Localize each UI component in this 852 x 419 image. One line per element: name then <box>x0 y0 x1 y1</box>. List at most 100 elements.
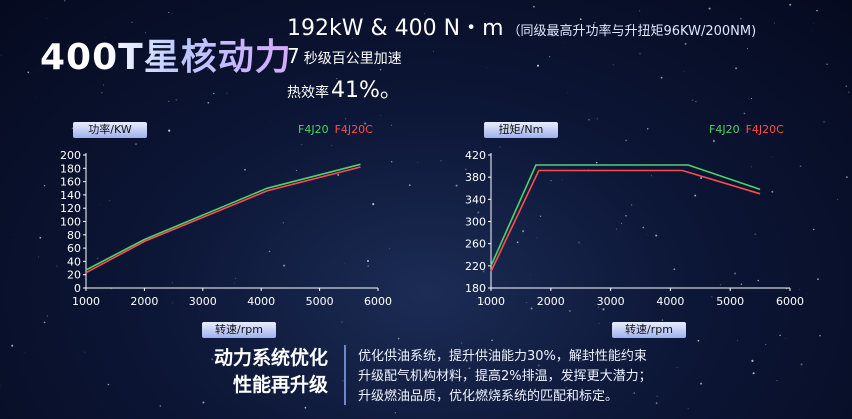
star <box>712 138 714 140</box>
headline: 400T星核动力 <box>40 28 292 80</box>
power-legend-f4j20c: F4J20C <box>334 123 373 136</box>
star <box>633 392 635 394</box>
star <box>813 23 814 24</box>
power-x-tick-label: 1000 <box>72 295 100 308</box>
star <box>144 32 146 34</box>
star <box>211 358 214 361</box>
star <box>75 172 76 173</box>
star <box>625 139 627 142</box>
star <box>172 302 174 304</box>
star <box>735 67 738 70</box>
star <box>771 156 773 158</box>
star <box>826 63 828 65</box>
torque-series-f4j20c-line <box>490 169 761 272</box>
star <box>655 234 658 237</box>
star <box>630 204 633 206</box>
star <box>108 199 111 202</box>
star <box>812 228 815 231</box>
power-y-tick-label: 0 <box>74 282 81 295</box>
star <box>522 230 525 233</box>
star <box>482 301 485 304</box>
star <box>102 84 105 86</box>
star <box>776 380 778 382</box>
star <box>597 306 600 309</box>
star <box>341 321 343 323</box>
star <box>77 265 79 267</box>
star <box>68 45 69 46</box>
star <box>620 222 622 224</box>
star <box>235 277 237 279</box>
power-chart-legend: F4J20 F4J20C <box>298 123 373 136</box>
torque-x-tick-label: 4000 <box>656 295 684 308</box>
star <box>107 383 110 386</box>
star <box>380 115 381 116</box>
star <box>739 17 742 20</box>
star <box>740 283 742 285</box>
star <box>700 177 703 179</box>
power-x-tick-label: 5000 <box>306 295 334 308</box>
star <box>588 118 590 121</box>
star <box>283 264 286 267</box>
star <box>35 96 37 98</box>
star <box>244 168 246 171</box>
star <box>477 212 479 214</box>
star <box>465 359 468 362</box>
bottom-title: 动力系统优化 性能再升级 <box>178 345 328 399</box>
star <box>719 284 722 286</box>
star <box>618 379 621 382</box>
power-y-tick-label: 120 <box>60 202 81 215</box>
star <box>550 180 552 182</box>
star <box>754 233 755 235</box>
star <box>812 30 813 31</box>
star <box>27 71 30 74</box>
power-y-tick-label: 60 <box>67 242 81 255</box>
star <box>202 401 205 404</box>
power-y-tick-label: 160 <box>60 176 81 189</box>
torque-y-tick-label: 180 <box>465 282 486 295</box>
star <box>651 175 653 177</box>
star <box>335 77 338 80</box>
power-torque-note: （同级最高升功率与升扭矩96KW/200NM) <box>507 24 757 39</box>
star <box>837 199 839 201</box>
star <box>233 282 236 284</box>
power-y-tick-label: 140 <box>60 189 81 202</box>
star <box>625 214 627 217</box>
star <box>270 121 271 122</box>
star <box>168 129 171 132</box>
star <box>773 22 775 24</box>
star <box>331 144 333 147</box>
power-x-tick-label: 6000 <box>364 295 392 308</box>
star <box>379 68 382 71</box>
star <box>536 237 538 239</box>
star <box>394 412 396 414</box>
star <box>159 405 162 407</box>
torque-y-tick-label: 380 <box>465 171 486 184</box>
star <box>11 344 14 347</box>
star <box>295 169 298 172</box>
star <box>171 13 173 14</box>
torque-y-tick-label: 420 <box>465 149 486 162</box>
star <box>539 215 542 217</box>
star <box>282 222 285 224</box>
torque-chart-ylabel: 扭矩/Nm <box>484 122 558 138</box>
star <box>642 226 645 229</box>
star <box>207 68 209 70</box>
star <box>530 307 533 310</box>
star <box>799 289 800 291</box>
star <box>694 194 697 197</box>
star <box>337 173 340 176</box>
star <box>39 236 42 239</box>
star <box>846 176 848 178</box>
star <box>84 351 86 353</box>
power-chart-ylabel: 功率/KW <box>73 122 147 138</box>
star <box>561 179 563 181</box>
power-x-tick-label: 3000 <box>189 295 217 308</box>
torque-chart-xlabel: 转速/rpm <box>612 322 686 338</box>
torque-x-tick-label: 3000 <box>597 295 625 308</box>
star <box>392 347 396 350</box>
star <box>579 18 582 20</box>
efficiency-spec: 热效率41%。 <box>287 72 402 104</box>
description-line: 升级燃油品质，优化燃烧系统的匹配和标定。 <box>358 389 619 404</box>
star <box>418 362 421 365</box>
star <box>806 292 808 294</box>
